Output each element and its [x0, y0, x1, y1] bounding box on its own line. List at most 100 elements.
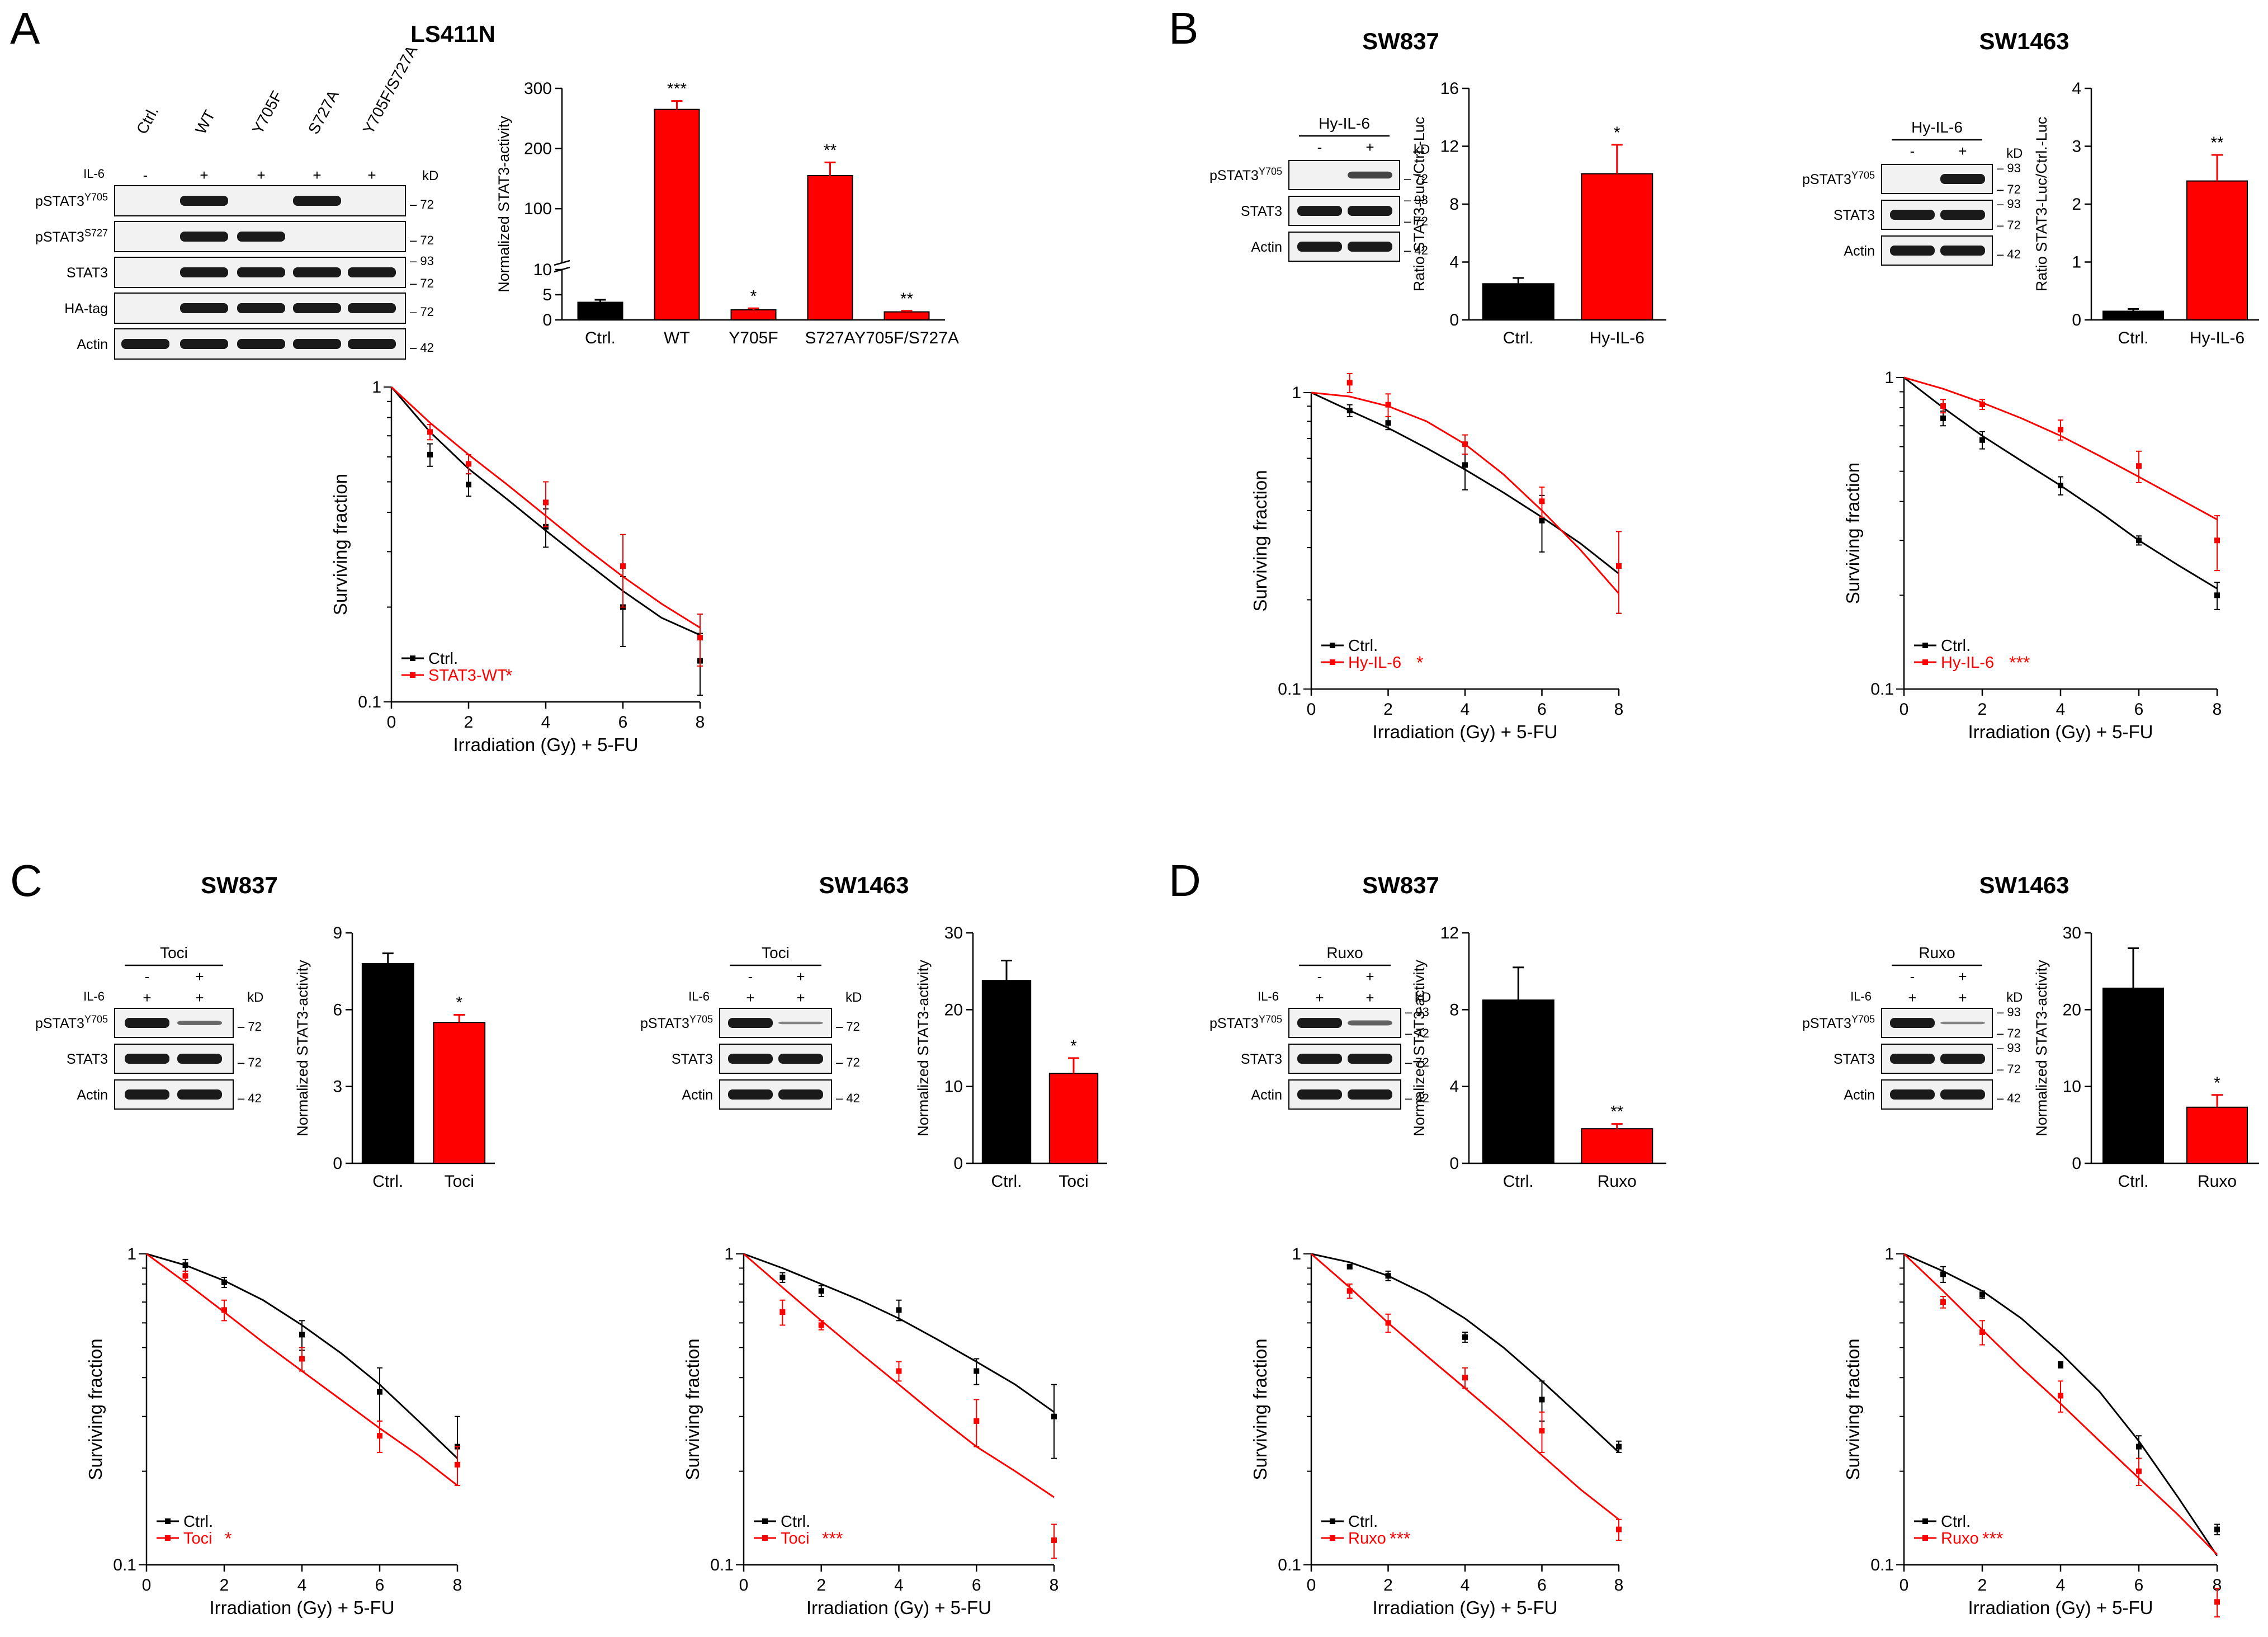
- blot-marker-label: – 72: [1405, 1026, 1429, 1040]
- data-point: [2136, 463, 2142, 469]
- x-tick-label: Ctrl.: [1503, 329, 1534, 347]
- x-tick-label: 8: [2213, 1576, 2222, 1594]
- title-d-sw837: SW837: [1362, 872, 1439, 898]
- blot-band: [728, 1018, 773, 1028]
- legend-marker: [762, 1518, 768, 1524]
- data-point: [427, 429, 433, 435]
- data-point: [182, 1262, 188, 1268]
- x-tick-label: Hy-IL-6: [1590, 329, 1645, 347]
- blot-kd-label: kD: [2006, 990, 2023, 1005]
- legend-significance: ***: [822, 1529, 843, 1549]
- blot-band: [1940, 210, 1985, 220]
- y-tick-label: 0: [542, 311, 552, 329]
- y-axis-label: Normalized STAT3-activity: [915, 960, 932, 1136]
- y-axis-label: Ratio STAT3-Luc/Ctrl.-Luc: [1411, 117, 1428, 292]
- blot-band: [293, 196, 341, 206]
- y-tick-label: 0: [953, 1154, 963, 1173]
- blot-band: [1890, 1089, 1935, 1100]
- blot-il6-sign: +: [143, 989, 151, 1006]
- legend-label: Toci: [781, 1530, 810, 1548]
- legend-significance: *: [1416, 653, 1423, 673]
- blot-band: [125, 1018, 169, 1028]
- bar: [433, 1022, 486, 1164]
- legend-significance: *: [505, 666, 512, 686]
- blot-marker-label: – 72: [410, 197, 434, 211]
- data-point: [896, 1307, 902, 1313]
- y-tick-label: 1: [1292, 384, 1301, 402]
- blot-treatment-label: Ruxo: [1326, 944, 1363, 961]
- x-tick-label: 0: [387, 713, 396, 732]
- data-point: [427, 451, 433, 457]
- data-point: [1616, 1526, 1622, 1532]
- panel-letter-a: A: [10, 3, 40, 53]
- bar: [1048, 1073, 1099, 1164]
- legend-marker: [410, 672, 415, 678]
- data-point: [299, 1356, 305, 1362]
- x-axis-label: Irradiation (Gy) + 5-FU: [1373, 721, 1558, 742]
- data-point: [1539, 1428, 1545, 1434]
- survival-chart-b2_surv: 0 2 4 6 8 0.1 1 Irradiation (Gy) + 5-FU Survivin…: [1842, 369, 2222, 742]
- x-tick-label: 0: [1307, 1576, 1316, 1594]
- y-tick-label: 100: [524, 200, 552, 218]
- blot-il6-sign: +: [796, 989, 805, 1006]
- bar-chart-a-bar: 0 5 10 100 200 300 Normalized STAT3-activity Ct…: [495, 79, 959, 347]
- x-axis-label: Irradiation (Gy) + 5-FU: [1968, 721, 2153, 742]
- blot-band: [1297, 206, 1342, 216]
- x-tick-label: 8: [696, 713, 705, 732]
- bar: [361, 963, 414, 1164]
- x-tick-label: WT: [664, 329, 690, 347]
- survival-chart-a_surv: 0 2 4 6 8 0.1 1 Irradiation (Gy) + 5-FU Survivin…: [330, 378, 705, 755]
- blot-treatment-sign: -: [1910, 968, 1915, 985]
- blot-treatment-label: Hy-IL-6: [1911, 119, 1963, 136]
- title-b-sw1463: SW1463: [1979, 28, 2069, 54]
- blot-kd-label: kD: [845, 990, 862, 1005]
- data-point: [1539, 1397, 1545, 1403]
- y-tick-label: 0: [2072, 1154, 2081, 1173]
- data-point: [1385, 402, 1391, 408]
- blot-il6-sign: +: [367, 167, 376, 183]
- legend-label: Hy-IL-6: [1348, 654, 1401, 672]
- data-point: [974, 1418, 980, 1424]
- data-point: [1940, 403, 1946, 409]
- blot-band: [293, 267, 341, 277]
- blot-band: [1348, 1020, 1392, 1026]
- x-tick-label: 2: [1978, 700, 1987, 719]
- blot-band: [1890, 1018, 1935, 1028]
- panel-letter-d: D: [1169, 856, 1201, 905]
- bar: [807, 175, 853, 320]
- blot-marker-label: – 72: [1404, 214, 1428, 228]
- y-axis-label: Surviving fraction: [1250, 470, 1270, 611]
- x-tick-label: Ruxo: [1598, 1172, 1637, 1191]
- blot-treatment-label: Ruxo: [1919, 944, 1955, 961]
- blot-band: [1890, 1054, 1935, 1064]
- blot-band: [1348, 1089, 1392, 1100]
- blot-kd-label: kD: [1415, 990, 1431, 1005]
- data-point: [1979, 402, 1985, 408]
- data-point: [2058, 483, 2063, 489]
- bar: [1581, 1128, 1653, 1164]
- y-tick-label: 20: [2063, 1001, 2081, 1019]
- data-point: [2058, 427, 2063, 433]
- x-tick-label: 6: [1537, 700, 1547, 719]
- blot-marker-label: – 72: [836, 1020, 860, 1034]
- x-tick-label: 2: [220, 1576, 229, 1594]
- x-tick-label: Ctrl.: [585, 329, 616, 347]
- data-point: [377, 1389, 382, 1395]
- y-tick-label: 0.1: [710, 1556, 734, 1574]
- blot-marker-label: – 42: [238, 1091, 262, 1105]
- blot-band: [237, 339, 285, 349]
- significance-label: *: [456, 993, 462, 1012]
- significance-label: **: [824, 141, 837, 159]
- data-point: [2136, 1443, 2142, 1450]
- bar: [577, 301, 623, 320]
- blot-band: [1890, 210, 1935, 220]
- legend-marker: [1330, 1535, 1335, 1541]
- blot-il6-label: IL-6: [1850, 989, 1872, 1003]
- blot-column-label: WT: [192, 107, 219, 137]
- blot-band: [1297, 1089, 1342, 1100]
- blot-treatment-sign: -: [748, 968, 753, 985]
- data-point: [2136, 1468, 2142, 1474]
- x-tick-label: Ruxo: [2198, 1172, 2237, 1191]
- data-point: [974, 1368, 980, 1374]
